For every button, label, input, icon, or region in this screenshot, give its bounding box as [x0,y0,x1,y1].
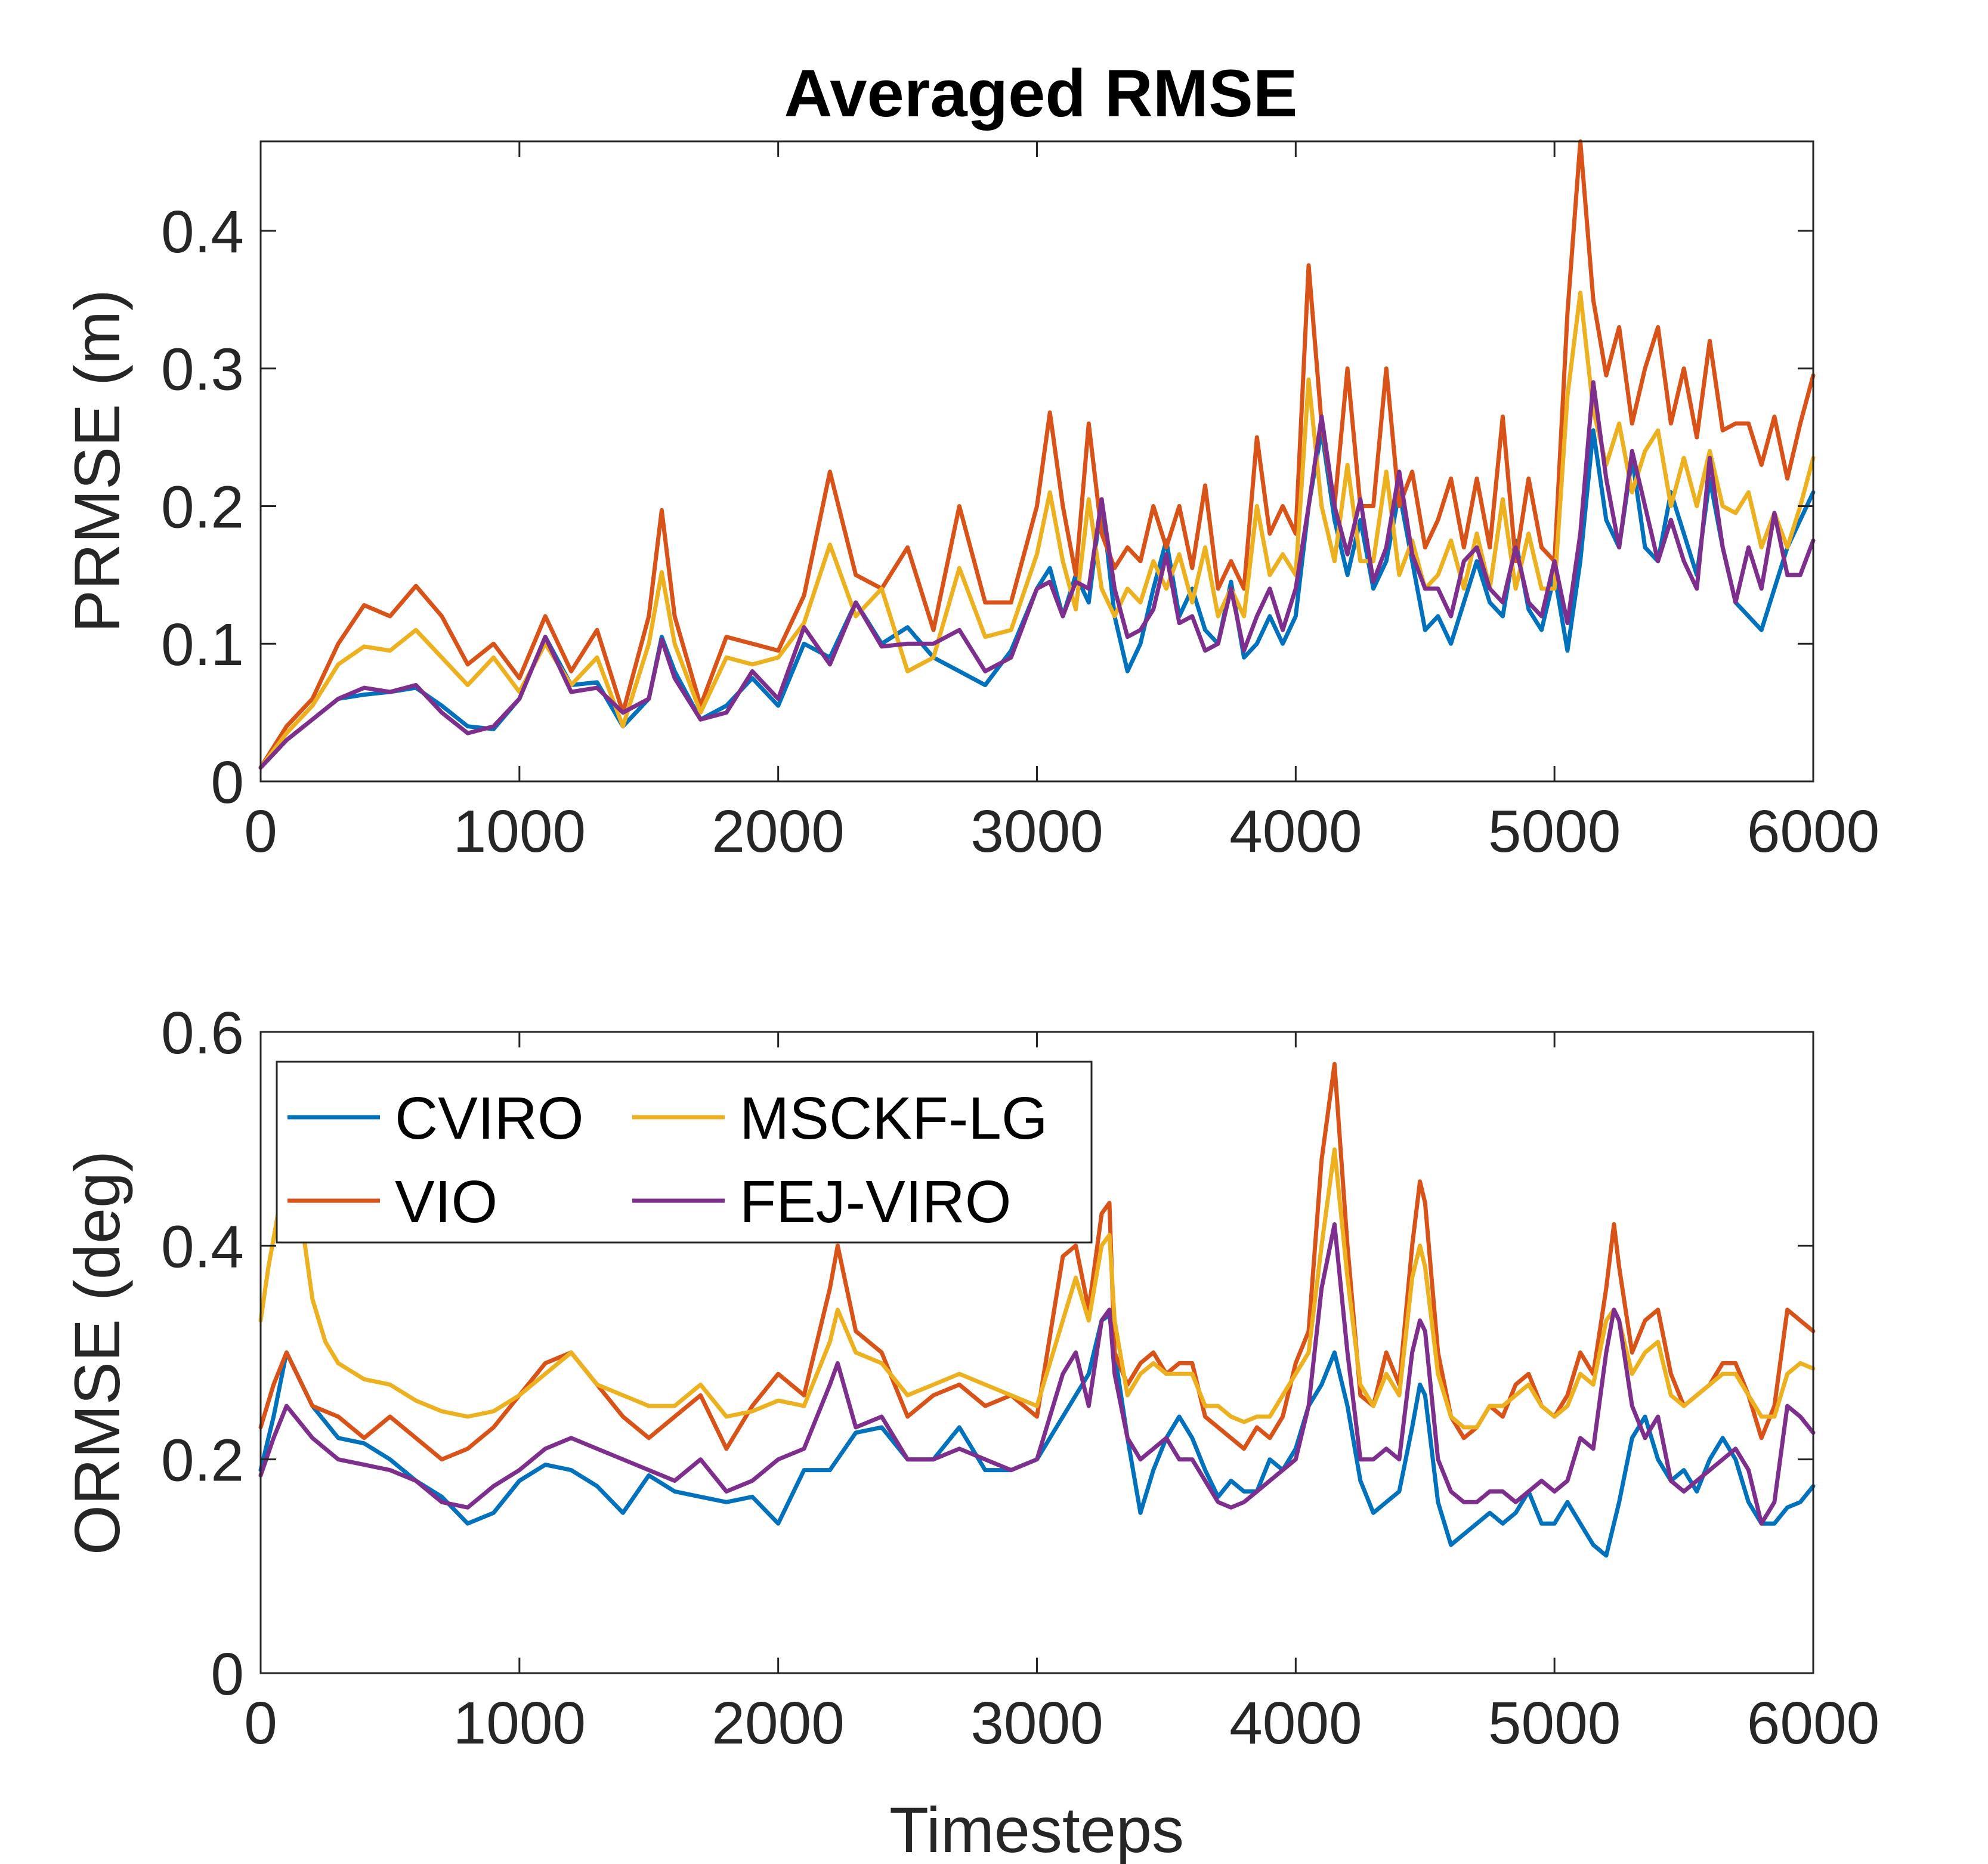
legend-label-cviro: CVIRO [395,1085,584,1152]
prmse-y-axis: 0 0.1 0.2 0.3 0.4 [161,199,1813,816]
prmse-x-tick-label: 3000 [970,798,1103,865]
x-axis-label: Timesteps [889,1794,1184,1864]
ormse-x-tick-label: 1000 [453,1690,586,1757]
legend-label-msckf-lg: MSCKF-LG [740,1085,1048,1152]
prmse-x-tick-label: 4000 [1229,798,1362,865]
legend: CVIRO MSCKF-LG VIO FEJ-VIRO [276,1061,1093,1244]
prmse-series-group [258,139,1816,770]
ormse-y-axis-label: ORMSE (deg) [61,1151,133,1555]
ormse-series-vio [258,1062,1816,1462]
prmse-plot-area [261,141,1813,781]
prmse-y-tick-label: 0.4 [161,199,244,265]
ormse-x-tick-label: 2000 [712,1690,844,1757]
ormse-x-tick-label: 6000 [1747,1690,1879,1757]
prmse-y-tick-label: 0.2 [161,474,244,540]
ormse-x-tick-label: 0 [244,1690,277,1757]
ormse-x-tick-label: 3000 [970,1690,1103,1757]
legend-label-fej-viro: FEJ-VIRO [740,1169,1012,1235]
ormse-panel: 0 1000 2000 3000 4000 5000 6000 0 0.2 0.4 0.6 ORM… [61,1000,1879,1864]
ormse-x-tick-label: 4000 [1229,1690,1362,1757]
prmse-x-tick-label: 1000 [453,798,586,865]
ormse-series-group [258,1062,1816,1558]
legend-entries: CVIRO MSCKF-LG VIO FEJ-VIRO [287,1085,1048,1235]
ormse-series-fej-viro [258,1222,1816,1526]
legend-label-vio: VIO [395,1169,497,1235]
prmse-x-tick-label: 0 [244,798,277,865]
prmse-y-tick-label: 0 [211,749,244,816]
ormse-series-msckf-lg [258,1136,1816,1430]
prmse-panel: Averaged RMSE 0 1000 2000 3000 4000 5000 6000 … [61,56,1879,865]
prmse-x-axis: 0 1000 2000 3000 4000 5000 6000 [244,141,1879,865]
chart-title: Averaged RMSE [784,56,1298,131]
ormse-y-axis: 0 0.2 0.4 0.6 [161,1000,1813,1708]
prmse-x-tick-label: 5000 [1488,798,1621,865]
prmse-x-tick-label: 2000 [712,798,844,865]
ormse-y-tick-label: 0 [211,1641,244,1708]
prmse-y-axis-label: PRMSE (m) [61,289,133,633]
prmse-series-vio [258,139,1816,770]
prmse-y-tick-label: 0.1 [161,611,244,678]
ormse-x-axis: 0 1000 2000 3000 4000 5000 6000 [244,1032,1879,1757]
ormse-series-cviro [258,1313,1816,1558]
legend-box [276,1061,1093,1244]
ormse-y-tick-label: 0.4 [161,1213,244,1280]
prmse-series-msckf-lg [258,290,1816,770]
prmse-y-tick-label: 0.3 [161,336,244,403]
ormse-y-tick-label: 0.2 [161,1427,244,1494]
prmse-x-tick-label: 6000 [1747,798,1879,865]
prmse-series-fej-viro [258,380,1816,770]
ormse-x-tick-label: 5000 [1488,1690,1621,1757]
ormse-y-tick-label: 0.6 [161,1000,244,1067]
